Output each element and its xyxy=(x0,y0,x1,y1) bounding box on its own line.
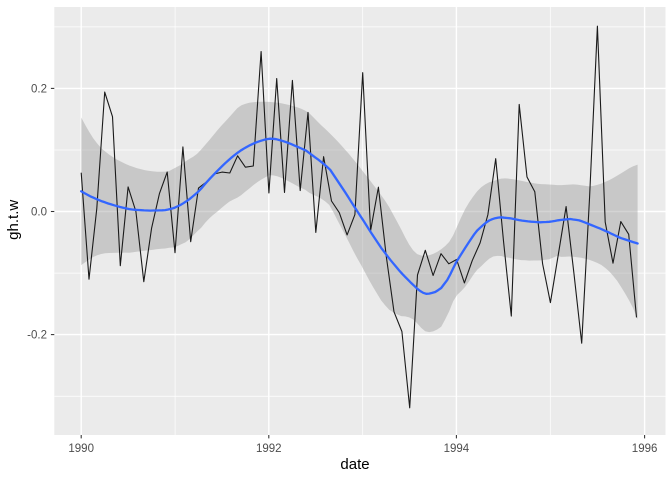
svg-text:1994: 1994 xyxy=(444,443,470,455)
svg-text:date: date xyxy=(340,456,369,473)
svg-text:1990: 1990 xyxy=(68,443,94,455)
svg-text:1996: 1996 xyxy=(632,443,658,455)
svg-text:1992: 1992 xyxy=(256,443,282,455)
svg-text:gh.t.w: gh.t.w xyxy=(5,200,22,240)
svg-text:0.0: 0.0 xyxy=(31,207,47,219)
svg-text:0.2: 0.2 xyxy=(31,83,47,95)
svg-text:-0.2: -0.2 xyxy=(27,330,47,342)
